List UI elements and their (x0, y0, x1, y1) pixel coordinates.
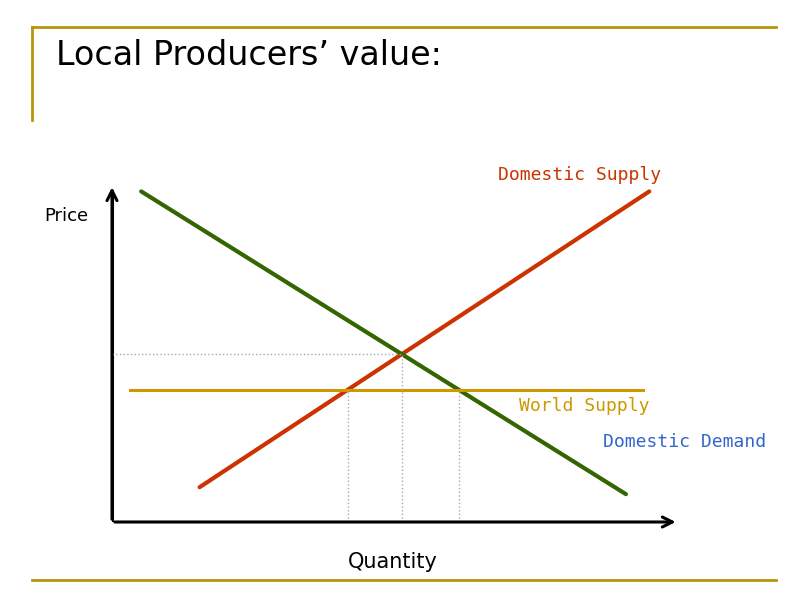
Text: World Supply: World Supply (518, 397, 650, 415)
Text: Domestic Demand: Domestic Demand (602, 433, 766, 451)
Text: Domestic Supply: Domestic Supply (498, 166, 661, 184)
Text: Local Producers’ value:: Local Producers’ value: (56, 39, 442, 72)
Text: Quantity: Quantity (347, 551, 438, 572)
Text: Price: Price (45, 207, 89, 225)
